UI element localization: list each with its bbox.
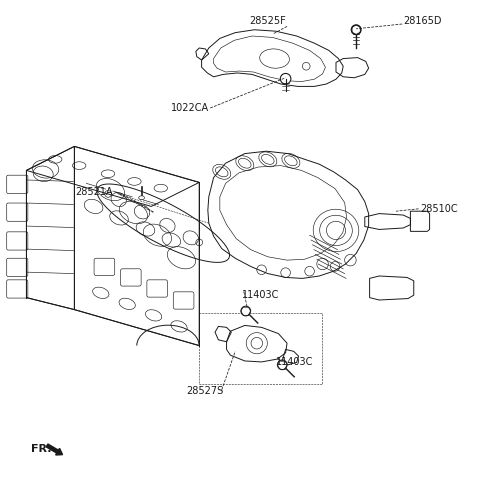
Text: 28165D: 28165D (403, 16, 442, 26)
Circle shape (241, 306, 251, 316)
Text: 28521A: 28521A (75, 187, 113, 197)
Circle shape (351, 25, 361, 35)
Text: 11403C: 11403C (276, 358, 313, 367)
Text: 1022CA: 1022CA (171, 103, 209, 113)
Ellipse shape (139, 196, 144, 200)
FancyArrow shape (46, 444, 62, 455)
Text: 28525F: 28525F (249, 16, 286, 26)
Text: 28527S: 28527S (186, 386, 223, 396)
Text: 11403C: 11403C (242, 290, 280, 300)
Text: FR.: FR. (31, 444, 52, 454)
Circle shape (277, 360, 287, 370)
Text: 28510C: 28510C (420, 204, 457, 214)
Circle shape (280, 73, 291, 84)
